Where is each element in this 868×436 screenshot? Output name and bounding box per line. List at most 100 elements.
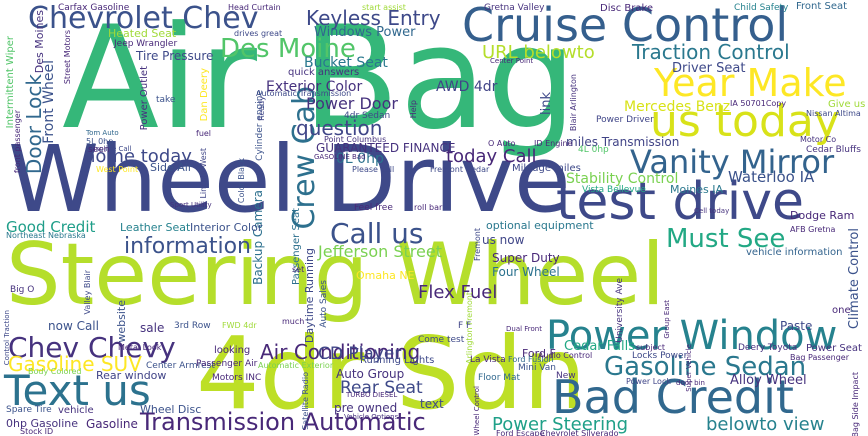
word-motor-co: Motor Co <box>800 135 837 144</box>
word-disc-brake: Disc Brake <box>600 3 654 14</box>
word-awd-4dr: AWD 4dr <box>436 79 498 95</box>
word-miles-transmission: miles Transmission <box>566 135 680 149</box>
word-heated-seat: Heated Seat <box>108 27 177 40</box>
word-text: text <box>420 397 444 411</box>
word-stability-control: Stability Control <box>566 171 679 187</box>
word-nissan-altima: Nissan Altima <box>806 109 861 118</box>
word-ford-fusion: Ford Fusion <box>508 355 554 364</box>
word-automatic-transmission: Automatic Transmission <box>256 89 352 98</box>
word-vista-bellevue: Vista Bellevue <box>582 185 646 195</box>
word-keyless-entry: Keyless Entry <box>306 6 441 30</box>
word-information: information <box>124 234 251 259</box>
word-much: much <box>282 317 305 326</box>
word-set: set <box>292 265 305 274</box>
word-start-assist: start assist <box>362 3 406 12</box>
word-body-colored: Body Colored <box>28 367 82 376</box>
word-subject: subject <box>636 343 665 352</box>
word-floor-mat: Floor Mat <box>478 373 521 383</box>
word-sport-utility: Sport Utility <box>170 201 212 209</box>
word-carfax-gasoline: Carfax Gasoline <box>58 3 130 13</box>
word-gasoline-sedan: Gasoline Sedan <box>604 352 807 382</box>
word-belowto-view: belowto view <box>706 414 825 435</box>
word-us-today: us today <box>650 96 840 147</box>
word-url-belowto: URL belowto <box>482 42 595 63</box>
word-website: website <box>115 300 128 343</box>
word-passenger-air: Passenger Air <box>196 359 258 369</box>
word-please-call: Please call <box>352 165 395 174</box>
word-take: take <box>156 95 176 105</box>
word-street-motors: Street Motors <box>63 30 72 85</box>
word-vehicle-information: vehicle information <box>746 247 843 258</box>
word-0hp-gasoline: 0hp Gasoline <box>6 417 79 430</box>
word-interior-color: Interior Color <box>190 221 263 234</box>
word-3rd-row: 3rd Row <box>174 321 211 331</box>
word-quick-answers: quick answers <box>288 67 360 78</box>
word-cedar-bluffs: Cedar Bluffs <box>806 145 861 155</box>
word-flex-fuel: Flex Fuel <box>418 282 498 303</box>
word-side-air: Side Air <box>150 161 193 174</box>
word-control-traction: Control Traction <box>3 310 11 366</box>
word-front-seat: Front Seat <box>796 1 848 12</box>
word-paste: Paste <box>780 319 813 333</box>
word-vehicle: vehicle <box>58 405 94 416</box>
word-power-driver: Power Driver <box>596 115 654 125</box>
word-come-test: Come test <box>418 335 465 345</box>
word-auto-group: Auto Group <box>336 367 405 381</box>
word-must-see: Must See <box>666 224 786 254</box>
word-northeast-nebraska: Northeast Nebraska <box>6 231 86 240</box>
word-driver-seat: Driver Seat <box>672 61 746 76</box>
word-0l-0hp: 0L 0hp <box>336 151 384 167</box>
word-tom-auto: Tom Auto <box>86 129 119 137</box>
word-point-columbus: Point Columbus <box>324 135 387 144</box>
word-one: one <box>832 305 851 316</box>
word-guaranteed-finance: GUARANTEED FINANCE <box>316 141 456 155</box>
word-metal-look: Metal Look <box>118 343 162 352</box>
word-home-today: home today <box>84 146 192 167</box>
word-windows-power: Windows Power <box>314 25 416 40</box>
word-gasoline: Gasoline <box>86 417 138 431</box>
word-big-o: Big O <box>10 285 35 295</box>
word-motors-inc: Motors INC <box>212 373 262 383</box>
word-air-bag: Air Bag <box>62 0 577 161</box>
word-waterloo-ia: Waterloo IA <box>728 168 815 186</box>
word-steering-wheel: Steering Wheel <box>6 225 666 325</box>
word-rear-seat: Rear Seat <box>340 378 423 398</box>
word-o-auto: O Auto <box>488 139 516 148</box>
word-new: New <box>556 371 576 381</box>
word-power-door: Power Door <box>306 94 398 113</box>
word-daytime-running: Daytime Running <box>303 248 316 344</box>
word-chevrolet-silverado: Chevrolet Silverado <box>540 429 619 436</box>
word-spare-tire: Spare Tire <box>6 405 52 415</box>
word-question: question <box>296 116 383 140</box>
word-mileage-miles: Mileage miles <box>512 163 581 174</box>
word-vehicle-options: Vehicle Options <box>344 413 399 421</box>
word-super-duty: Super Duty <box>492 251 560 265</box>
word-rear-window: Rear window <box>96 369 167 382</box>
word-moines-ia: Moines IA <box>670 183 724 196</box>
word-pre-owned: pre owned <box>334 401 398 415</box>
word-la-vista: La Vista <box>470 355 506 365</box>
word-text-us: Text us <box>4 366 151 415</box>
word-gasoline-bad: GASOLINE Bad <box>314 153 366 161</box>
word-help: Help <box>409 100 418 119</box>
word-sale: sale <box>140 321 165 335</box>
word-audio-control: Audio Control <box>538 351 593 360</box>
word-id-engine: ID Engine <box>534 139 573 148</box>
word-cd-player: CD Player <box>318 344 402 364</box>
word-leather-seat: Leather Seat <box>120 221 191 234</box>
word-lincoln-west: Lincoln West <box>199 148 208 199</box>
word-wheel-disc: Wheel Disc <box>140 403 202 416</box>
word-power-lock: Power Lock <box>626 377 671 386</box>
word-wheel-control: Wheel Control <box>473 386 481 436</box>
word-alloy-wheel: Alloy Wheel <box>730 373 807 388</box>
word-jefferson-street: Jefferson Street <box>318 242 442 261</box>
word-turbo-diesel: TURBO DIESEL <box>346 391 398 399</box>
word-give-us: Give us <box>828 99 866 110</box>
word-transmission-automatic: Transmission Automatic <box>140 408 426 436</box>
word-us-now: us now <box>482 233 525 247</box>
word-4dr-sedan: 4dr Sedan <box>344 111 391 121</box>
word-four-wheel: Four Wheel <box>492 265 560 279</box>
word-university-ave: University Ave <box>615 278 625 343</box>
word-color-black: Color Black <box>237 158 246 204</box>
word-4dr-sdn: 4dr Sdn <box>196 315 587 432</box>
